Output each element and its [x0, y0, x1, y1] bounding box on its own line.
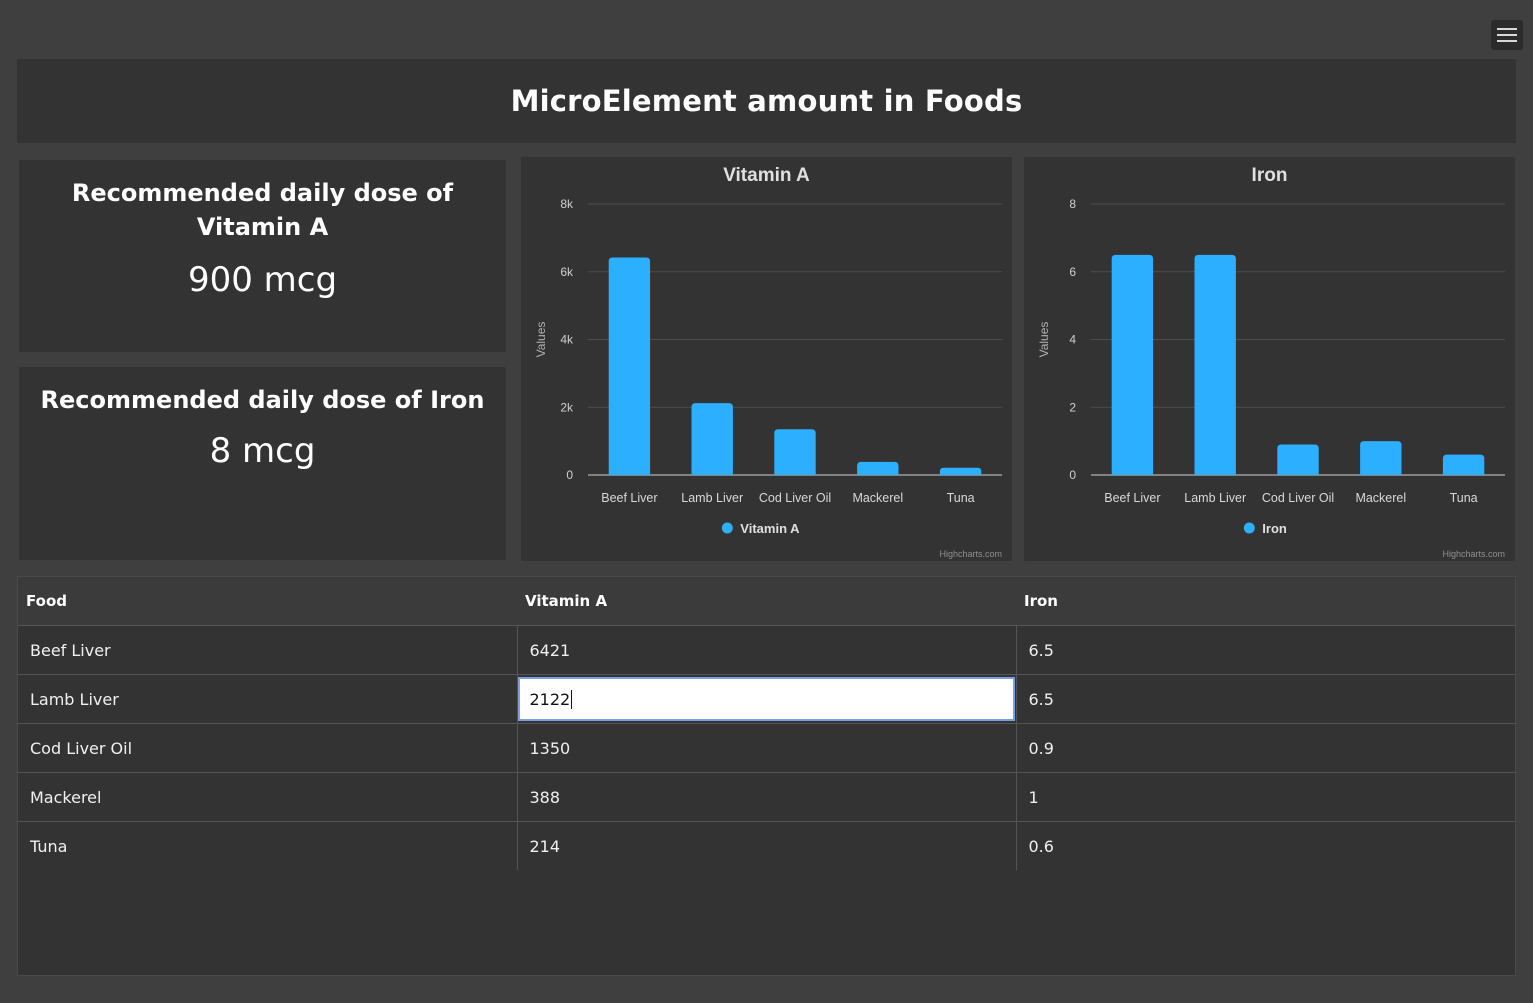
chart-svg[interactable]: 0 2 4 6 8 Values Beef Liver Lamb Liver Cod Liver…	[1024, 157, 1515, 561]
bar[interactable]	[1111, 254, 1154, 475]
x-tick-label: Cod Liver Oil	[759, 491, 831, 505]
bar[interactable]	[691, 403, 733, 475]
table-row: Beef Liver 6421 6.5	[18, 625, 1515, 675]
bar[interactable]	[1194, 254, 1236, 475]
cell-iron[interactable]: 6.5	[1016, 625, 1515, 675]
page-title: MicroElement amount in Foods	[510, 84, 1023, 118]
chart-vitamin-a[interactable]: Vitamin A 0 2k 4k 6k 8k Values Beef Liver Lamb …	[521, 157, 1012, 561]
y-tick-label: 6	[1069, 265, 1076, 279]
y-tick-label: 4	[1069, 333, 1076, 347]
chart-title: Vitamin A	[723, 165, 810, 186]
y-tick-label: 6k	[560, 265, 574, 279]
hamburger-menu-button[interactable]	[1491, 20, 1523, 50]
legend-label[interactable]: Vitamin A	[740, 521, 800, 536]
legend-marker[interactable]	[721, 522, 733, 534]
bar[interactable]	[939, 467, 982, 475]
kpi-card-iron: Recommended daily dose of Iron 8 mcg	[19, 367, 506, 560]
cell-edit-input[interactable]: 2122	[517, 677, 1015, 721]
cell-food[interactable]: Cod Liver Oil	[18, 723, 518, 773]
y-axis-label: Values	[1037, 322, 1051, 358]
table-row: Tuna 214 0.6	[18, 821, 1515, 870]
x-tick-label: Lamb Liver	[1184, 491, 1246, 505]
cell-iron[interactable]: 6.5	[1016, 674, 1515, 724]
cell-food[interactable]: Beef Liver	[18, 625, 518, 675]
x-tick-label: Mackerel	[1355, 491, 1406, 505]
text-caret	[571, 689, 573, 709]
cell-vitamin-a-editing[interactable]: 2122	[517, 674, 1017, 724]
data-table-container: Food Vitamin A Iron Beef Liver 6421 6.5 …	[17, 576, 1516, 976]
cell-food[interactable]: Tuna	[18, 821, 518, 870]
highcharts-credits-link[interactable]: Highcharts.com	[1442, 549, 1505, 559]
chart-iron[interactable]: Iron 0 2 4 6 8 Values Beef Liver Lamb Liver Cod …	[1024, 157, 1515, 561]
bar[interactable]	[1277, 444, 1319, 475]
bar[interactable]	[1360, 441, 1402, 475]
page-header: MicroElement amount in Foods	[17, 59, 1516, 143]
column-header-iron[interactable]: Iron	[1016, 577, 1515, 626]
hamburger-menu-icon	[1497, 28, 1517, 30]
bar[interactable]	[608, 257, 651, 475]
cell-vitamin-a[interactable]: 6421	[517, 625, 1017, 675]
cell-food[interactable]: Mackerel	[18, 772, 518, 822]
bar[interactable]	[1442, 454, 1485, 475]
table-row: Lamb Liver 2122 6.5	[18, 674, 1515, 724]
chart-svg[interactable]: 0 2k 4k 6k 8k Values Beef Liver Lamb Liver Cod L…	[521, 157, 1012, 561]
y-axis-label: Values	[534, 322, 548, 358]
kpi-card-vitamin-a: Recommended daily dose of Vitamin A 900 …	[19, 160, 506, 352]
y-tick-label: 0	[1069, 468, 1076, 482]
x-tick-label: Lamb Liver	[681, 491, 743, 505]
hamburger-menu-icon	[1497, 40, 1517, 42]
column-header-food[interactable]: Food	[18, 577, 517, 626]
kpi-title: Recommended daily dose of Vitamin A	[71, 179, 454, 241]
kpi-title: Recommended daily dose of Iron	[40, 386, 485, 414]
x-tick-label: Beef Liver	[601, 491, 657, 505]
cell-vitamin-a[interactable]: 1350	[517, 723, 1017, 773]
table-row: Cod Liver Oil 1350 0.9	[18, 723, 1515, 773]
y-tick-label: 0	[566, 468, 573, 482]
column-header-vitamin-a[interactable]: Vitamin A	[517, 577, 1016, 626]
y-tick-label: 8k	[560, 197, 574, 211]
y-tick-label: 8	[1069, 197, 1076, 211]
legend-label[interactable]: Iron	[1262, 521, 1287, 536]
data-table: Food Vitamin A Iron Beef Liver 6421 6.5 …	[18, 577, 1515, 870]
cell-iron[interactable]: 0.6	[1028, 836, 1054, 856]
x-tick-label: Tuna	[1450, 491, 1478, 505]
kpi-value: 900 mcg	[187, 260, 338, 300]
cell-edit-value: 2122	[529, 689, 571, 709]
y-tick-label: 2k	[560, 400, 574, 414]
kpi-value: 8 mcg	[209, 431, 316, 471]
highcharts-credits-link[interactable]: Highcharts.com	[939, 549, 1002, 559]
cell-food[interactable]: Lamb Liver	[18, 674, 518, 724]
bar[interactable]	[857, 461, 899, 475]
cell-iron[interactable]: 1	[1016, 772, 1515, 822]
table-header-row: Food Vitamin A Iron	[18, 577, 1515, 626]
x-tick-label: Cod Liver Oil	[1262, 491, 1334, 505]
cell-iron[interactable]: 0.9	[1016, 723, 1515, 773]
cell-vitamin-a[interactable]: 388	[517, 772, 1017, 822]
chart-title: Iron	[1251, 165, 1288, 186]
y-tick-label: 2	[1069, 400, 1076, 414]
x-tick-label: Beef Liver	[1104, 491, 1160, 505]
bar[interactable]	[774, 429, 816, 475]
table-row: Mackerel 388 1	[18, 772, 1515, 822]
x-tick-label: Mackerel	[852, 491, 903, 505]
legend-marker[interactable]	[1243, 522, 1255, 534]
page-footer-strip	[0, 976, 1533, 1003]
cell-vitamin-a[interactable]: 214	[517, 821, 1017, 870]
x-tick-label: Tuna	[947, 491, 975, 505]
y-tick-label: 4k	[560, 333, 574, 347]
hamburger-menu-icon	[1497, 34, 1517, 36]
